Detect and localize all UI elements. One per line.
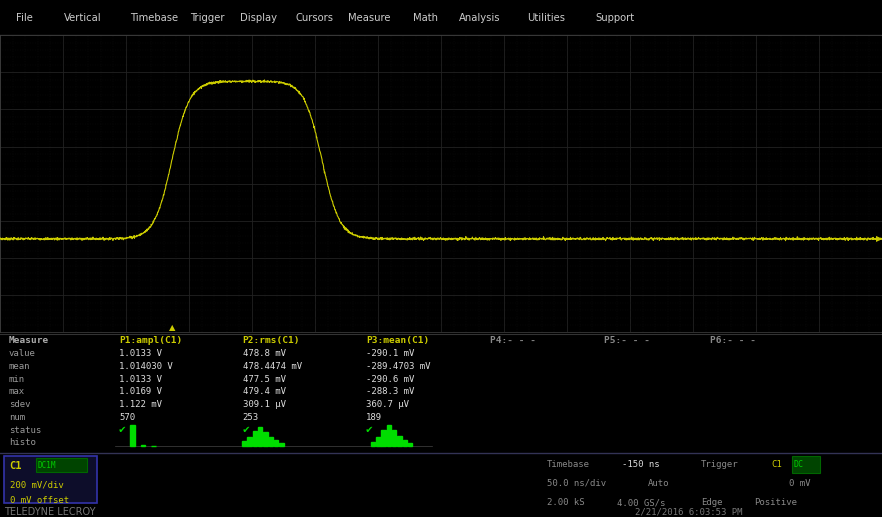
Text: DC: DC — [794, 460, 804, 468]
Text: -290.1 mV: -290.1 mV — [366, 349, 415, 358]
Text: DC1M: DC1M — [38, 461, 56, 470]
Text: Positive: Positive — [754, 498, 797, 507]
Text: P3:mean(C1): P3:mean(C1) — [366, 337, 430, 345]
Text: P1:ampl(C1): P1:ampl(C1) — [119, 337, 183, 345]
Bar — [253, 431, 258, 446]
Text: Support: Support — [595, 12, 634, 23]
Text: ✔: ✔ — [119, 425, 126, 435]
Text: 1.0169 V: 1.0169 V — [119, 387, 162, 397]
Text: value: value — [9, 349, 35, 358]
Text: num: num — [9, 413, 25, 422]
Bar — [141, 445, 146, 446]
Text: File: File — [16, 12, 33, 23]
Text: ✔: ✔ — [366, 425, 373, 435]
Text: 479.4 mV: 479.4 mV — [243, 387, 286, 397]
Text: 309.1 μV: 309.1 μV — [243, 400, 286, 409]
Text: ✔: ✔ — [243, 425, 250, 435]
Text: 1.0133 V: 1.0133 V — [119, 374, 162, 384]
Text: ▶: ▶ — [876, 234, 882, 244]
Text: Display: Display — [240, 12, 277, 23]
Text: status: status — [9, 425, 41, 434]
Text: P4:- - -: P4:- - - — [490, 337, 535, 345]
Text: 0 mV: 0 mV — [789, 479, 811, 488]
Text: 1.0133 V: 1.0133 V — [119, 349, 162, 358]
Text: histo: histo — [9, 438, 35, 447]
Text: 1.122 mV: 1.122 mV — [119, 400, 162, 409]
Bar — [258, 427, 263, 446]
Bar — [407, 443, 412, 446]
Text: Measure: Measure — [348, 12, 391, 23]
Text: sdev: sdev — [9, 400, 30, 409]
Text: 50.0 ns/div: 50.0 ns/div — [547, 479, 606, 488]
Text: 570: 570 — [119, 413, 135, 422]
Text: -289.4703 mV: -289.4703 mV — [366, 362, 430, 371]
Text: 477.5 mV: 477.5 mV — [243, 374, 286, 384]
Bar — [397, 436, 402, 446]
Bar — [36, 458, 87, 473]
Text: Auto: Auto — [648, 479, 669, 488]
Text: Trigger: Trigger — [190, 12, 224, 23]
Bar — [381, 430, 386, 446]
Bar — [264, 432, 268, 446]
Bar — [392, 430, 397, 446]
Text: C1: C1 — [772, 460, 782, 468]
Text: -288.3 mV: -288.3 mV — [366, 387, 415, 397]
Text: 4.00 GS/s: 4.00 GS/s — [617, 498, 666, 507]
Text: 0 mV offset: 0 mV offset — [10, 496, 69, 505]
Bar — [242, 441, 247, 446]
Bar — [131, 425, 135, 446]
Text: Measure: Measure — [9, 337, 49, 345]
Text: 2.00 kS: 2.00 kS — [547, 498, 585, 507]
Text: Edge: Edge — [701, 498, 722, 507]
Text: 2/21/2016 6:03:53 PM: 2/21/2016 6:03:53 PM — [635, 507, 743, 516]
Text: 360.7 μV: 360.7 μV — [366, 400, 409, 409]
Bar — [403, 440, 407, 446]
Text: 478.8 mV: 478.8 mV — [243, 349, 286, 358]
Bar — [4, 456, 97, 503]
Text: Utilities: Utilities — [527, 12, 565, 23]
Text: Timebase: Timebase — [547, 460, 590, 468]
Text: Vertical: Vertical — [64, 12, 101, 23]
Text: 200 mV/div: 200 mV/div — [10, 481, 64, 490]
Text: ▲: ▲ — [168, 324, 176, 332]
Text: -150 ns: -150 ns — [622, 460, 660, 468]
Text: -290.6 mV: -290.6 mV — [366, 374, 415, 384]
Bar — [280, 443, 284, 446]
Text: Analysis: Analysis — [459, 12, 500, 23]
Text: 189: 189 — [366, 413, 382, 422]
Text: 478.4474 mV: 478.4474 mV — [243, 362, 302, 371]
Text: max: max — [9, 387, 25, 397]
Bar — [376, 437, 381, 446]
Text: Cursors: Cursors — [295, 12, 333, 23]
Text: Timebase: Timebase — [131, 12, 179, 23]
Text: Trigger: Trigger — [701, 460, 739, 468]
Text: min: min — [9, 374, 25, 384]
Bar — [247, 437, 252, 446]
Bar — [386, 425, 392, 446]
Text: 1.014030 V: 1.014030 V — [119, 362, 173, 371]
Text: TELEDYNE LECROY: TELEDYNE LECROY — [4, 507, 96, 517]
Text: mean: mean — [9, 362, 30, 371]
Text: P5:- - -: P5:- - - — [604, 337, 650, 345]
Bar — [274, 440, 279, 446]
Text: C1: C1 — [10, 461, 22, 471]
Bar — [269, 437, 273, 446]
Text: 253: 253 — [243, 413, 258, 422]
Text: P6:- - -: P6:- - - — [710, 337, 756, 345]
Bar — [370, 442, 376, 446]
Text: P2:rms(C1): P2:rms(C1) — [243, 337, 300, 345]
Text: Math: Math — [413, 12, 437, 23]
Bar — [792, 455, 820, 473]
